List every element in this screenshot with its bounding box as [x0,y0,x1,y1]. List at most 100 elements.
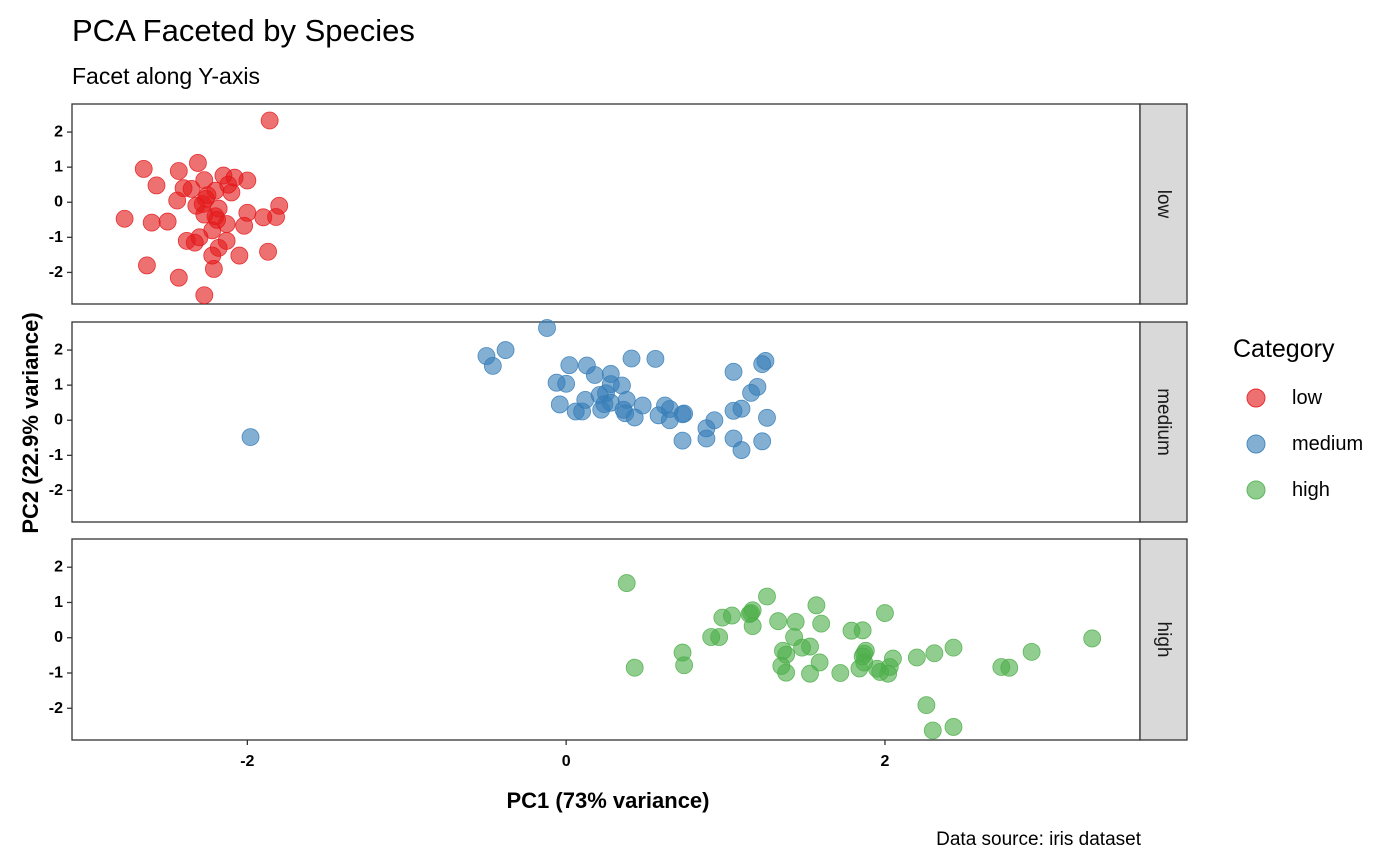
data-point [758,587,776,606]
data-point [743,617,762,635]
data-point [758,408,776,427]
y-tick-label: 1 [54,377,63,394]
legend-item-medium: medium [1246,433,1363,455]
data-point [557,374,576,393]
legend-key [1246,480,1266,500]
y-tick-label: -1 [49,447,63,464]
data-point [189,154,207,172]
data-point [169,268,188,287]
legend-item-high: high [1246,479,1330,501]
data-point [724,362,743,381]
data-point [1083,629,1102,648]
data-point [855,644,874,663]
y-tick-label: -1 [49,665,63,682]
facet-panel-medium: medium 2 1 0 -1 -2 [49,319,1188,523]
legend-title: Category [1233,335,1335,363]
y-axis-title: PC2 (22.9% variance) [18,312,43,533]
data-point [925,644,944,663]
data-point [496,341,515,359]
caption: Data source: iris dataset [936,829,1142,850]
data-point [807,596,826,615]
data-point [550,395,569,414]
data-point [944,638,963,657]
data-point [673,643,692,662]
data-point [769,612,788,631]
data-point [753,355,772,374]
y-tick-label: 0 [54,412,63,429]
facet-panels: low 2 1 0 -1 -2 medium 2 1 0 -1 -2 high 2 1 0 -1 -2 [49,103,1188,741]
legend-label: low [1292,387,1323,409]
data-point [622,349,641,368]
data-point [732,399,751,418]
y-tick-label: 2 [54,342,63,359]
data-point [917,696,936,714]
data-point [801,637,819,656]
panel-border [71,321,1141,523]
data-point [812,614,831,633]
x-tick-label: -2 [240,753,254,770]
data-point [732,441,751,459]
y-tick-label: 2 [54,124,63,141]
data-point [208,210,226,229]
data-point [831,664,850,682]
data-point [560,356,579,375]
facet-panel-high: high 2 1 0 -1 -2 [49,538,1188,741]
data-point [138,256,156,275]
data-point [1022,642,1041,661]
y-tick-label: -1 [49,229,63,246]
facet-strip [1139,321,1188,523]
data-point [168,191,187,210]
data-point [230,246,249,265]
chart-subtitle: Facet along Y-axis [72,63,260,89]
facet-strip-label: high [1153,622,1174,658]
data-point [169,162,188,180]
data-point [617,574,636,592]
data-point [538,319,556,337]
data-point [238,171,257,190]
data-point [710,628,729,646]
points-high [617,574,1102,740]
data-point [195,286,214,305]
x-axis-ticks: -2 0 2 [240,740,890,770]
data-point [601,393,620,412]
panel-border [71,538,1141,741]
points-low [115,111,289,305]
y-tick-label: 0 [54,194,63,211]
data-point [204,260,223,278]
data-point [777,645,796,664]
data-point [625,658,644,677]
data-point [185,233,204,252]
data-point [260,111,279,130]
y-tick-label: 0 [54,629,63,646]
data-point [742,383,760,402]
data-point [923,721,942,740]
data-point [158,212,177,231]
points-medium [241,319,776,459]
data-point [147,176,166,195]
y-tick-label: -2 [49,482,63,499]
facet-strip-label: medium [1153,388,1174,456]
data-point [222,183,241,202]
data-point [254,208,273,227]
data-point [134,160,153,178]
data-point [483,356,502,375]
y-tick-label: 2 [54,559,63,576]
data-point [713,608,732,627]
facet-strip [1139,103,1188,305]
data-point [753,432,772,451]
data-point [879,664,898,683]
data-point [142,213,161,232]
data-point [259,242,277,261]
data-point [115,209,134,228]
data-point [992,658,1011,676]
x-axis-title: PC1 (73% variance) [507,788,710,813]
legend-label: high [1292,479,1330,501]
y-tick-label: -2 [49,264,63,281]
data-point [743,601,762,620]
data-point [907,648,926,667]
data-point [801,664,819,683]
data-point [235,216,254,235]
y-tick-label: 1 [54,594,63,611]
data-point [585,366,604,384]
data-point [944,718,963,736]
